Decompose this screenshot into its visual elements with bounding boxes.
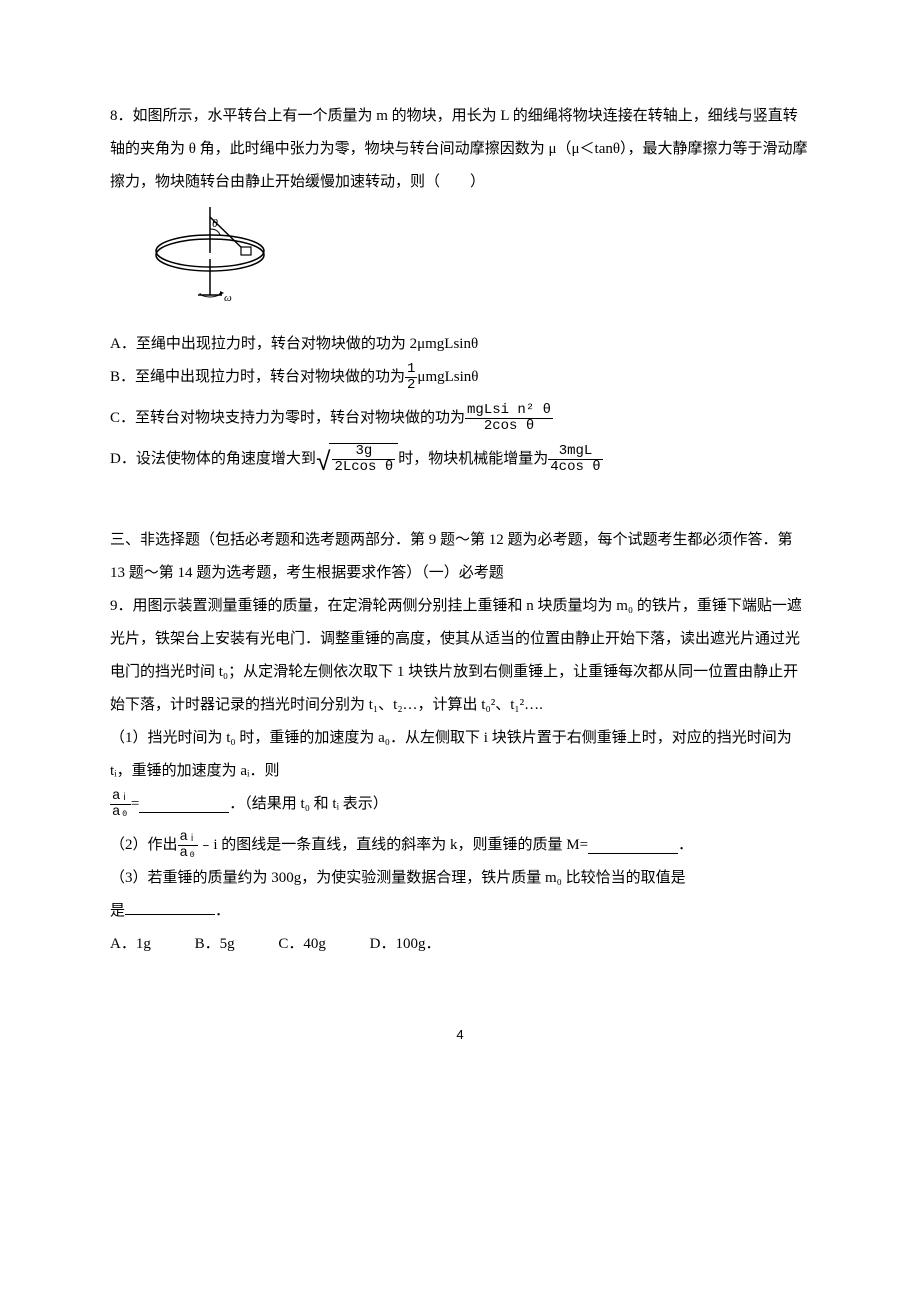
q8-optb-frac: 1 2 [405,362,417,394]
section3-heading: 三、非选择题（包括必考题和选考题两部分．第 9 题～第 12 题为必考题，每个试… [110,524,810,590]
frac-num: aᵢ [110,789,131,805]
svg-text:θ: θ [212,216,218,230]
q8-optb-suffix: μmgLsinθ [417,361,478,394]
sqrt-expr: √ 3g 2Lcos θ [316,443,398,476]
q8-optc-prefix: C．至转台对物块支持力为零时，转台对物块做的功为 [110,402,465,435]
frac-num: aᵢ [178,830,199,846]
q8-optd-mid: 时，物块机械能增量为 [398,443,548,476]
svg-text:ω: ω [224,292,232,304]
q9-opt-a: A．1g [110,928,151,961]
q9-p1-prefix: （1）挡光时间为 t₀ 时，重锤的加速度为 a₀．从左侧取下 i 块铁片置于右侧… [110,722,810,788]
frac-num: mgLsi n² θ [465,403,553,419]
q9-p2-mid: ﹣i 的图线是一条直线，直线的斜率为 k，则重锤的质量 M= [198,829,588,862]
blank-field [125,899,215,915]
blank-field [588,838,678,854]
q9-options: A．1g B．5g C．40g D．100g． [110,928,810,961]
frac-den: 4cos θ [548,460,602,475]
q9-p3-text: （3）若重锤的质量约为 300g，为使实验测量数据合理，铁片质量 m₀ 比较恰当… [110,870,686,886]
frac-num: 1 [405,362,417,378]
q8-optb-prefix: B．至绳中出现拉力时，转台对物块做的功为 [110,361,405,394]
q9-p1-frac: aᵢ a₀ [110,789,131,821]
q8-optd-frac2: 3mgL 4cos θ [548,444,602,476]
q9-p2-prefix: （2）作出 [110,829,178,862]
q9-p1-eq: = [131,788,139,821]
q9-part2: （2）作出 aᵢ a₀ ﹣i 的图线是一条直线，直线的斜率为 k，则重锤的质量 … [110,829,810,862]
q9-stem: 9．用图示装置测量重锤的质量，在定滑轮两侧分别挂上重锤和 n 块质量均为 m₀ … [110,590,810,722]
frac-den: 2Lcos θ [332,460,395,475]
q8-opt-d: D．设法使物体的角速度增大到 √ 3g 2Lcos θ 时，物块机械能增量为 3… [110,443,810,476]
q8-opt-c: C．至转台对物块支持力为零时，转台对物块做的功为 mgLsi n² θ 2cos… [110,402,810,435]
q8-optd-prefix: D．设法使物体的角速度增大到 [110,443,316,476]
q9-part1: （1）挡光时间为 t₀ 时，重锤的加速度为 a₀．从左侧取下 i 块铁片置于右侧… [110,722,810,821]
q8-opt-b: B．至绳中出现拉力时，转台对物块做的功为 1 2 μmgLsinθ [110,361,810,394]
frac-den: 2 [405,378,417,393]
q8-diagram: θ ω [150,207,810,320]
blank-field [139,797,229,813]
frac-num: 3mgL [548,444,602,460]
q9-opt-b: B．5g [195,928,235,961]
q9-part3: （3）若重锤的质量约为 300g，为使实验测量数据合理，铁片质量 m₀ 比较恰当… [110,862,810,928]
q9-p1-suffix: ．（结果用 t₀ 和 tᵢ 表示） [229,788,388,821]
frac-den: a₀ [178,846,199,861]
q8-optc-frac: mgLsi n² θ 2cos θ [465,403,553,435]
frac-den: 2cos θ [465,419,553,434]
q8-opt-a: A．至绳中出现拉力时，转台对物块做的功为 2μmgLsinθ [110,328,810,361]
q9-opt-d: D．100g． [370,928,441,961]
page-number: 4 [110,1021,810,1050]
q9-opt-c: C．40g [278,928,326,961]
frac-den: a₀ [110,805,131,820]
q9-p3-suffix: ． [215,903,230,919]
q8-stem: 8．如图所示，水平转台上有一个质量为 m 的物块，用长为 L 的细绳将物块连接在… [110,100,810,199]
frac-num: 3g [332,444,395,460]
q9-p2-frac: aᵢ a₀ [178,830,199,862]
q9-p2-suffix: ． [678,829,693,862]
